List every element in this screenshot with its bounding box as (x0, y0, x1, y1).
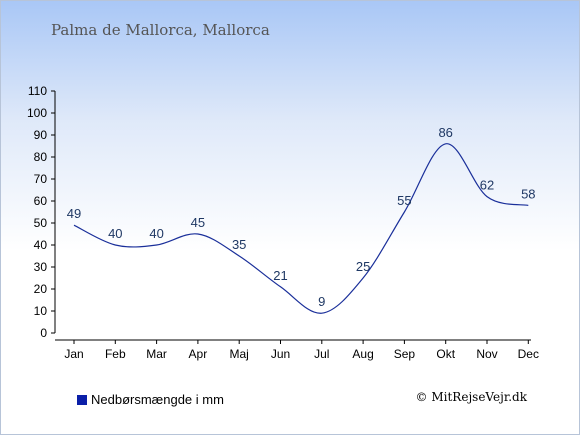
x-tick-label: Sep (394, 347, 416, 361)
copyright-text: © MitRejseVejr.dk (415, 390, 527, 404)
y-tick-label: 110 (28, 84, 47, 98)
data-label: 62 (480, 178, 494, 193)
data-label: 40 (108, 226, 122, 241)
x-tick-label: Jul (314, 347, 329, 361)
y-tick-label: 80 (34, 150, 48, 164)
y-tick-label: 40 (34, 238, 48, 252)
data-label: 45 (191, 215, 205, 230)
data-label: 40 (149, 226, 163, 241)
chart-title: Palma de Mallorca, Mallorca (51, 21, 270, 39)
y-tick-label: 60 (34, 194, 48, 208)
legend: Nedbørsmængde i mm (77, 392, 224, 407)
y-tick-label: 10 (34, 304, 48, 318)
data-label: 35 (232, 237, 246, 252)
series-line (73, 143, 529, 314)
y-tick-label: 20 (34, 282, 48, 296)
data-label: 86 (438, 125, 452, 140)
y-tick-label: 30 (34, 260, 48, 274)
y-tick-label: 70 (34, 172, 48, 186)
y-tick-label: 0 (40, 326, 47, 340)
data-label: 49 (67, 206, 81, 221)
y-tick-label: 100 (27, 106, 47, 120)
data-label: 25 (356, 259, 370, 274)
data-label: 55 (397, 193, 411, 208)
legend-swatch (77, 395, 87, 405)
data-label: 58 (521, 186, 535, 201)
x-tick-label: Feb (105, 347, 126, 361)
data-label: 9 (318, 294, 325, 309)
y-tick-label: 50 (34, 216, 48, 230)
x-tick-label: Nov (476, 347, 497, 361)
x-tick-label: Apr (189, 347, 208, 361)
legend-label: Nedbørsmængde i mm (91, 392, 224, 407)
y-tick-label: 90 (34, 128, 48, 142)
x-tick-label: Okt (436, 347, 455, 361)
x-tick-label: Dec (518, 347, 539, 361)
x-tick-label: Jun (271, 347, 290, 361)
x-tick-label: Jan (64, 347, 83, 361)
data-label: 21 (273, 268, 287, 283)
x-tick-label: Aug (352, 347, 373, 361)
x-tick-label: Mar (146, 347, 167, 361)
x-tick-label: Maj (230, 347, 249, 361)
